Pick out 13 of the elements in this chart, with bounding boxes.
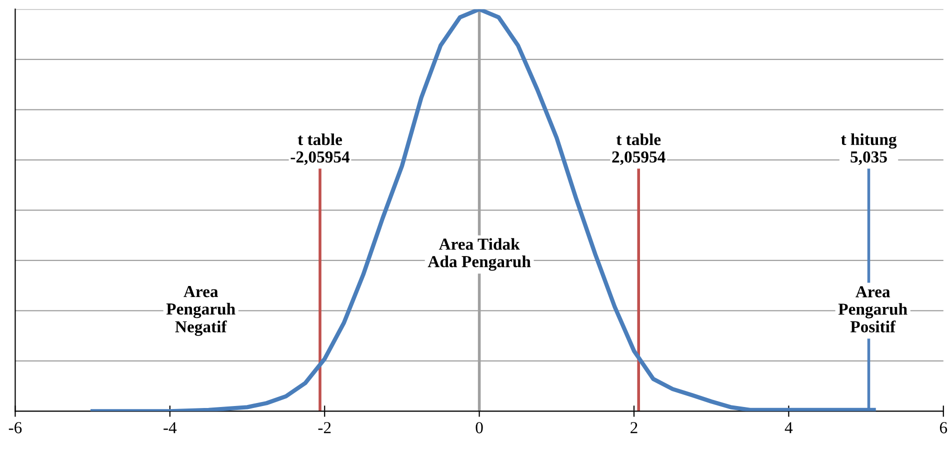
x-tick-label: -4: [164, 422, 177, 434]
ref-line-label: t table 2,05954: [612, 133, 666, 166]
x-tick-label: 0: [476, 422, 483, 434]
annotation: Area Pengaruh Negatif: [166, 286, 236, 336]
ref-line-label: t table -2,05954: [290, 133, 350, 166]
x-tick-label: 2: [630, 422, 638, 434]
x-tick-label: 4: [784, 422, 793, 434]
x-tick-label: 6: [940, 422, 948, 434]
annotation: Area Pengaruh Positif: [838, 286, 908, 332]
ref-line-label: t hitung 5,035: [841, 133, 897, 166]
x-tick-label: -6: [8, 422, 22, 434]
annotation: Area Tidak Ada Pengaruh: [428, 238, 531, 271]
x-tick-label: -2: [318, 422, 331, 434]
